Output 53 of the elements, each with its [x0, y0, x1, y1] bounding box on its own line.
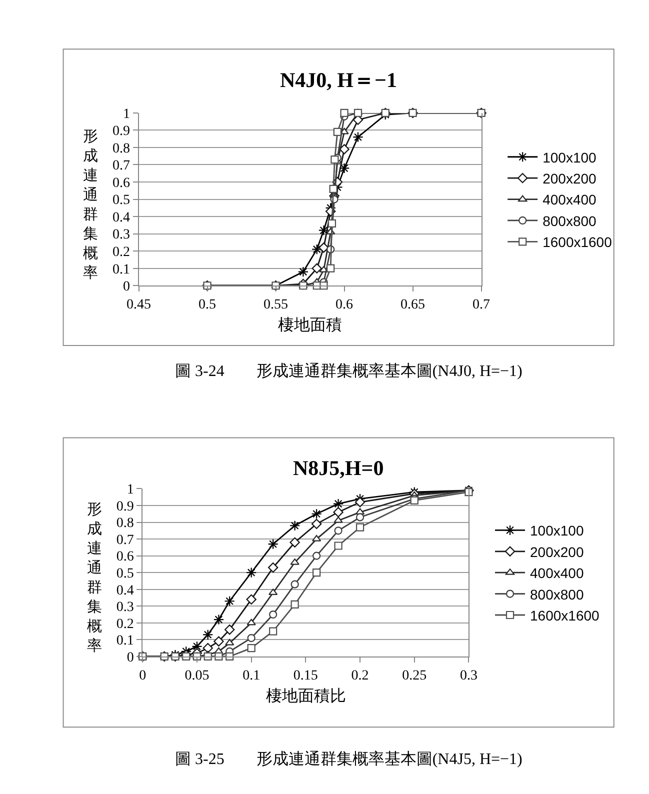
- x-tick-label: 0.65: [400, 297, 426, 312]
- caption: 圖 3-24 形成連通群集概率基本圖(N4J0, H=−1): [175, 362, 522, 380]
- y-tick-label: 0.2: [116, 616, 134, 632]
- y-tick-label: 0.6: [116, 550, 134, 565]
- y-tick-label: 0.1: [112, 262, 130, 278]
- chart-title: N8J5,H=0: [293, 456, 384, 480]
- y-tick-label: 0.1: [116, 634, 134, 649]
- caption: 圖 3-25 形成連通群集概率基本圖(N4J5, H=−1): [175, 750, 522, 768]
- y-tick-label: 0.7: [116, 532, 134, 548]
- legend-label: 400x400: [530, 565, 584, 582]
- x-tick-label: 0.45: [126, 297, 152, 312]
- x-tick-label: 0: [139, 668, 146, 684]
- y-axis-title: 形成連通群集概率: [83, 129, 98, 282]
- y-tick-label: 0.5: [116, 566, 134, 582]
- x-axis-title: 棲地面積比: [266, 687, 346, 705]
- y-tick-label: 0.3: [112, 228, 130, 243]
- legend-label: 100x100: [530, 522, 584, 539]
- x-tick-label: 0.1: [242, 668, 260, 684]
- x-tick-label: 0.2: [351, 668, 369, 684]
- y-tick-label: 0.2: [112, 244, 130, 260]
- y-tick-label: 0.8: [112, 141, 130, 156]
- x-tick-label: 0.5: [198, 297, 216, 312]
- y-tick-label: 0.3: [116, 600, 134, 616]
- x-tick-label: 0.3: [460, 668, 478, 684]
- legend-label: 1600x1600: [530, 607, 600, 624]
- legend-label: 100x100: [542, 149, 597, 166]
- y-tick-label: 0.7: [112, 158, 130, 174]
- y-tick-label: 0.9: [116, 499, 134, 514]
- y-tick-label: 0: [122, 280, 130, 295]
- legend-label: 800x800: [530, 586, 584, 602]
- y-tick-label: 1: [126, 482, 134, 498]
- y-tick-label: 0.6: [112, 176, 130, 191]
- y-tick-label: 0: [126, 650, 134, 666]
- x-tick-label: 0.7: [472, 297, 490, 312]
- legend-label: 800x800: [542, 212, 597, 229]
- legend-label: 200x200: [530, 544, 584, 560]
- y-tick-label: 1: [122, 106, 130, 122]
- legend-label: 200x200: [542, 170, 597, 187]
- legend-label: 1600x1600: [542, 234, 612, 250]
- x-tick-label: 0.6: [336, 297, 354, 312]
- y-tick-label: 0.4: [116, 583, 134, 598]
- y-axis-title: 形成連通群集概率: [87, 502, 102, 654]
- x-tick-label: 0.05: [184, 668, 210, 684]
- legend-label: 400x400: [542, 192, 597, 208]
- y-tick-label: 0.8: [116, 516, 134, 532]
- y-tick-label: 0.4: [112, 210, 130, 226]
- chart-title: N4J0, H＝−1: [280, 68, 397, 92]
- y-tick-label: 0.9: [112, 124, 130, 140]
- x-tick-label: 0.25: [402, 668, 427, 684]
- y-tick-label: 0.5: [112, 193, 130, 208]
- x-tick-label: 0.15: [293, 668, 318, 684]
- x-tick-label: 0.55: [264, 297, 288, 312]
- x-axis-title: 棲地面積: [278, 316, 342, 334]
